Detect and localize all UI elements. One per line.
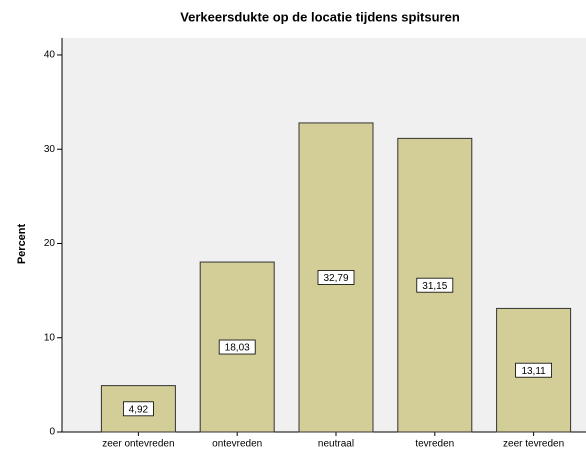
x-tick-label: tevreden xyxy=(415,439,454,450)
y-tick-label: 30 xyxy=(44,144,56,155)
value-label-box xyxy=(515,362,552,378)
chart-title: Verkeersdukte op de locatie tijdens spit… xyxy=(180,9,460,24)
value-label: 13,11 xyxy=(521,366,546,377)
y-tick-label: 0 xyxy=(49,427,55,438)
y-tick-label: 20 xyxy=(44,238,56,249)
value-label-box xyxy=(123,401,154,417)
x-tick-label: ontevreden xyxy=(212,439,262,450)
value-label-box xyxy=(416,277,454,293)
x-tick-label: zeer tevreden xyxy=(503,439,564,450)
value-label-box xyxy=(218,339,256,355)
value-label-box xyxy=(317,270,355,285)
x-tick-label: zeer ontevreden xyxy=(102,439,174,450)
value-label: 32,79 xyxy=(323,273,348,284)
y-axis-label: Percent xyxy=(16,223,28,264)
value-label: 18,03 xyxy=(225,343,250,354)
value-label: 4,92 xyxy=(129,404,149,415)
y-tick-label: 10 xyxy=(44,332,56,343)
x-tick-label: neutraal xyxy=(318,439,354,450)
y-tick-label: 40 xyxy=(44,50,56,61)
value-label: 31,15 xyxy=(422,281,447,292)
